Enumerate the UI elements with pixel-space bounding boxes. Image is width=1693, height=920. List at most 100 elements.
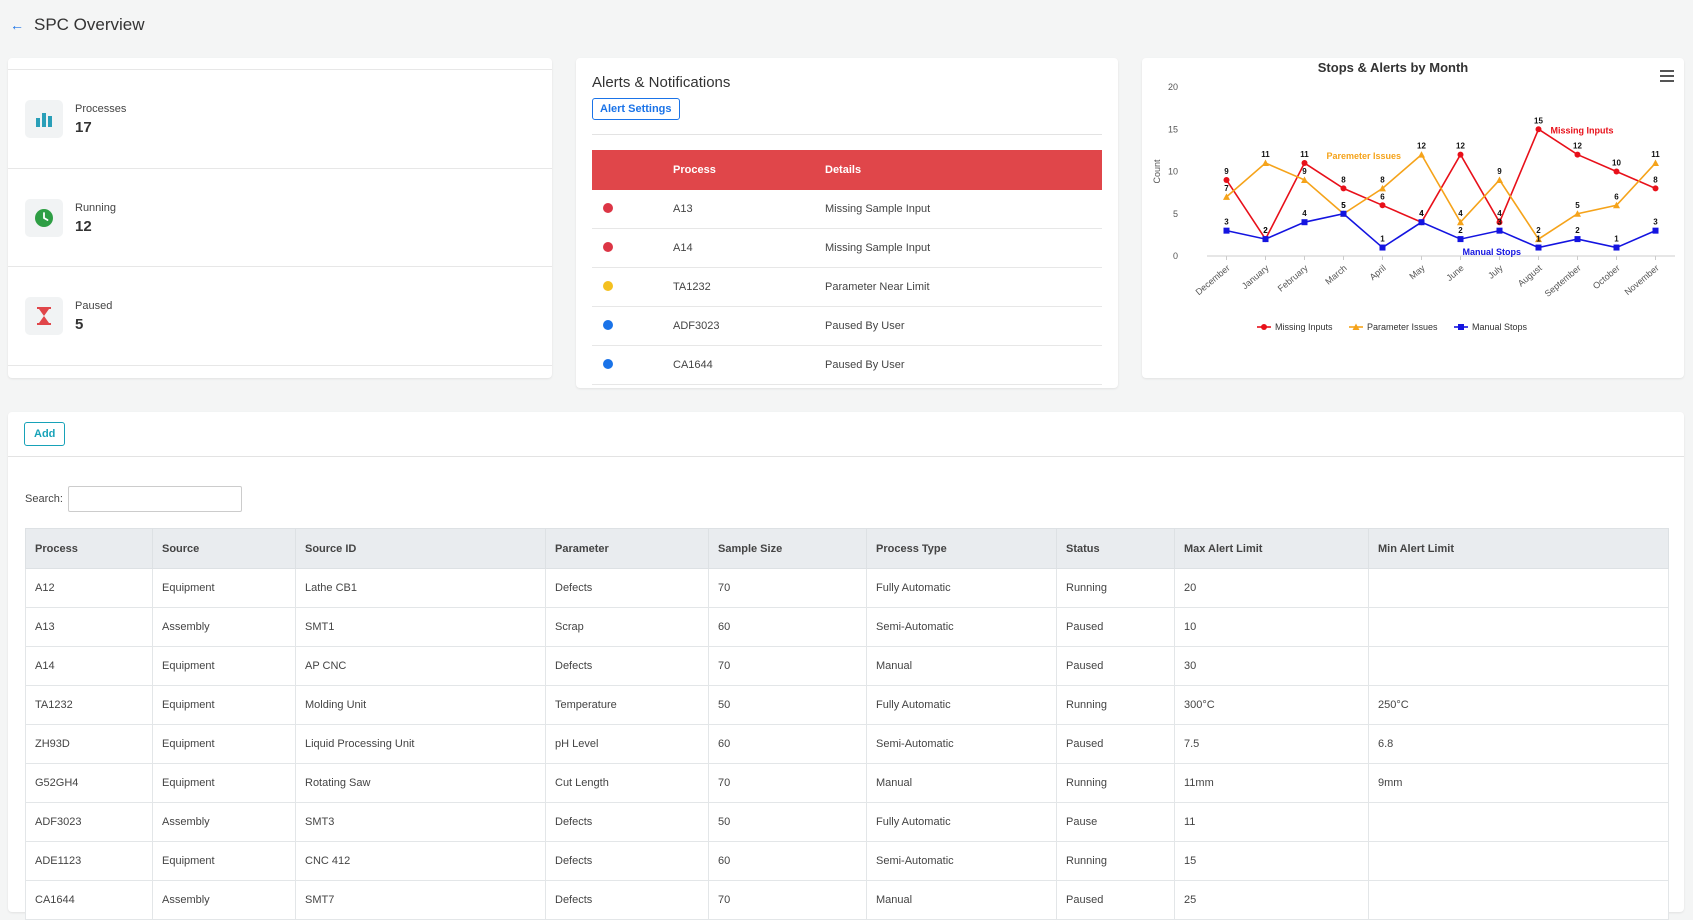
table-cell: Equipment: [152, 841, 296, 881]
alert-row[interactable]: A14 Missing Sample Input: [592, 228, 1102, 268]
table-row[interactable]: A12 Equipment Lathe CB1 Defects 70 Fully Auto…: [25, 568, 1669, 608]
alert-status-cell: [592, 228, 672, 268]
table-row[interactable]: ADE1123 Equipment CNC 412 Defects 60 Semi-Aut…: [25, 841, 1669, 881]
data-label: 9: [1302, 167, 1307, 176]
search-label: Search:: [25, 493, 63, 505]
column-header[interactable]: Process: [25, 528, 153, 569]
alert-process: A13: [672, 190, 824, 229]
column-header[interactable]: Parameter: [545, 528, 709, 569]
table-cell: A14: [25, 646, 153, 686]
table-row[interactable]: TA1232 Equipment Molding Unit Temperature 50…: [25, 685, 1669, 725]
data-label: 8: [1341, 175, 1346, 184]
column-header[interactable]: Min Alert Limit: [1368, 528, 1669, 569]
data-point: [1496, 176, 1503, 183]
data-point: [1262, 159, 1269, 167]
divider: [592, 134, 1102, 135]
column-header[interactable]: Status: [1056, 528, 1175, 569]
table-cell: 25: [1174, 880, 1369, 920]
table-cell: 60: [708, 724, 867, 764]
table-cell: Manual: [866, 880, 1057, 920]
status-dot-icon: [603, 358, 613, 369]
left-arrow-icon[interactable]: ←: [10, 17, 24, 33]
column-header[interactable]: Max Alert Limit: [1174, 528, 1369, 569]
table-cell: AP CNC: [295, 646, 546, 686]
data-point: [1223, 176, 1230, 183]
search-group: Search:: [25, 486, 242, 512]
data-label: 5: [1575, 201, 1580, 210]
data-label: 11: [1261, 150, 1270, 159]
column-header[interactable]: Source ID: [295, 528, 546, 569]
table-cell: [1368, 646, 1669, 686]
alert-status-cell: [592, 306, 672, 346]
stats-divider: [8, 365, 552, 366]
data-label: 2: [1263, 226, 1268, 235]
data-point: [1613, 201, 1620, 209]
table-row[interactable]: ZH93D Equipment Liquid Processing Unit pH L…: [25, 724, 1669, 764]
table-row[interactable]: CA1644 Assembly SMT7 Defects 70 Manual Paused 2…: [25, 880, 1669, 920]
table-cell: A12: [25, 568, 153, 608]
y-tick-label: 20: [1168, 82, 1178, 92]
column-header[interactable]: Source: [152, 528, 296, 569]
alert-process: TA1232: [672, 267, 824, 307]
table-row[interactable]: A14 Equipment AP CNC Defects 70 Manual Paused 3…: [25, 646, 1669, 686]
table-cell: A13: [25, 607, 153, 647]
alerts-title: Alerts & Notifications: [592, 74, 731, 91]
table-cell: Defects: [545, 568, 709, 608]
alert-process: ADF3023: [672, 306, 824, 346]
hourglass-icon: [25, 297, 63, 335]
alert-status-cell: [592, 267, 672, 307]
table-cell: 9mm: [1368, 763, 1669, 803]
alert-row[interactable]: TA1232 Parameter Near Limit: [592, 267, 1102, 307]
add-button[interactable]: Add: [24, 422, 66, 446]
search-input[interactable]: [67, 486, 242, 512]
table-row[interactable]: G52GH4 Equipment Rotating Saw Cut Length 70 M…: [25, 763, 1669, 803]
data-label: 11: [1651, 150, 1660, 159]
alert-row[interactable]: A13 Missing Sample Input: [592, 190, 1102, 229]
data-point: [1418, 151, 1425, 158]
data-point: [1535, 126, 1542, 133]
data-point: [1535, 244, 1542, 251]
x-tick-label: March: [1323, 263, 1349, 287]
alert-row[interactable]: CA1644 Paused By User: [592, 345, 1102, 385]
table-cell: Equipment: [152, 685, 296, 725]
table-cell: SMT3: [295, 802, 546, 842]
data-point: [1223, 227, 1230, 234]
alert-row[interactable]: ADF3023 Paused By User: [592, 306, 1102, 346]
y-axis-label: Count: [1152, 159, 1162, 184]
table-cell: [1368, 841, 1669, 881]
legend-label: Parameter Issues: [1367, 322, 1438, 332]
alert-settings-button[interactable]: Alert Settings: [592, 98, 680, 120]
legend-marker: [1352, 323, 1360, 330]
stops-alerts-chart: Stops & Alerts by MonthCount05101520Dece…: [1152, 60, 1675, 332]
data-point: [1379, 202, 1386, 209]
status-dot-icon: [603, 280, 613, 291]
alerts-header-row: Process Details: [592, 150, 1102, 190]
table-row[interactable]: A13 Assembly SMT1 Scrap 60 Semi-Automatic Paus…: [25, 607, 1669, 647]
data-label: 4: [1419, 209, 1424, 218]
data-point: [1457, 151, 1464, 158]
table-cell: ZH93D: [25, 724, 153, 764]
table-row[interactable]: ADF3023 Assembly SMT3 Defects 50 Fully Automa…: [25, 802, 1669, 842]
data-label: 1: [1536, 235, 1541, 244]
page-title: SPC Overview: [34, 15, 145, 34]
legend-marker: [1261, 324, 1267, 330]
data-label: 9: [1497, 167, 1502, 176]
data-label: 4: [1458, 209, 1463, 218]
data-point: [1379, 184, 1386, 192]
table-cell: 50: [708, 802, 867, 842]
column-header[interactable]: Process Type: [866, 528, 1057, 569]
table-cell: Running: [1056, 685, 1175, 725]
hamburger-menu-icon[interactable]: [1660, 70, 1674, 85]
table-cell: 60: [708, 607, 867, 647]
table-cell: Semi-Automatic: [866, 841, 1057, 881]
table-cell: 20: [1174, 568, 1369, 608]
table-cell: Equipment: [152, 763, 296, 803]
x-tick-label: December: [1194, 263, 1232, 297]
column-header[interactable]: Sample Size: [708, 528, 867, 569]
table-cell: Running: [1056, 841, 1175, 881]
alerts-column-header: Details: [824, 150, 1102, 190]
alerts-column-header: [592, 150, 672, 190]
table-cell: Pause: [1056, 802, 1175, 842]
table-cell: Semi-Automatic: [866, 724, 1057, 764]
data-point: [1496, 227, 1503, 234]
